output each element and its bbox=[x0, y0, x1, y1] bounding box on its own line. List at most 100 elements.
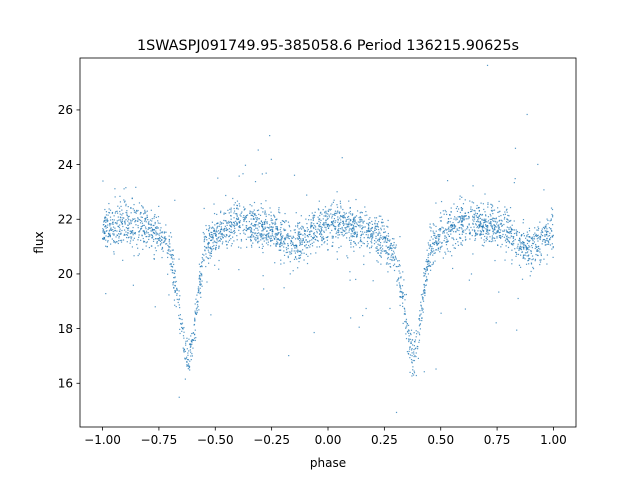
scatter-point bbox=[216, 239, 218, 241]
scatter-point bbox=[444, 209, 446, 212]
scatter-point bbox=[342, 222, 344, 224]
scatter-point bbox=[266, 235, 268, 237]
scatter-point bbox=[141, 222, 144, 224]
scatter-point bbox=[461, 209, 463, 211]
scatter-point bbox=[526, 239, 528, 241]
scatter-point bbox=[551, 248, 553, 250]
scatter-point bbox=[298, 236, 300, 239]
scatter-point bbox=[149, 219, 152, 221]
scatter-point bbox=[391, 238, 394, 240]
scatter-point bbox=[527, 233, 529, 236]
scatter-point bbox=[211, 221, 213, 223]
scatter-point bbox=[123, 199, 125, 201]
scatter-point bbox=[327, 236, 329, 238]
scatter-point bbox=[190, 340, 192, 342]
scatter-point bbox=[423, 283, 425, 286]
scatter-point bbox=[165, 224, 167, 226]
scatter-point bbox=[497, 231, 499, 233]
scatter-point bbox=[342, 216, 344, 218]
scatter-point bbox=[314, 211, 316, 213]
scatter-point bbox=[442, 230, 444, 233]
scatter-point bbox=[387, 239, 389, 242]
scatter-point bbox=[412, 366, 414, 368]
scatter-point bbox=[496, 235, 498, 238]
scatter-point bbox=[250, 218, 252, 220]
scatter-point bbox=[491, 204, 493, 206]
scatter-point bbox=[315, 252, 317, 254]
scatter-point bbox=[474, 230, 476, 233]
scatter-point bbox=[472, 223, 474, 225]
scatter-point bbox=[323, 237, 325, 240]
scatter-point bbox=[519, 266, 522, 268]
scatter-point bbox=[221, 222, 223, 224]
scatter-point bbox=[446, 222, 448, 224]
scatter-point bbox=[422, 297, 424, 299]
scatter-point bbox=[411, 361, 413, 363]
scatter-point bbox=[232, 236, 234, 238]
scatter-point bbox=[379, 254, 381, 257]
scatter-point bbox=[151, 218, 153, 220]
scatter-point bbox=[483, 239, 485, 241]
scatter-point bbox=[298, 233, 300, 236]
scatter-point bbox=[310, 227, 312, 229]
scatter-point bbox=[120, 220, 122, 222]
scatter-point bbox=[189, 360, 191, 362]
scatter-point bbox=[498, 215, 500, 218]
scatter-point bbox=[484, 224, 487, 226]
scatter-point bbox=[302, 239, 304, 241]
scatter-point bbox=[410, 329, 413, 331]
scatter-point bbox=[114, 229, 116, 232]
scatter-point bbox=[114, 230, 116, 232]
scatter-point bbox=[112, 221, 114, 224]
scatter-point bbox=[355, 198, 357, 201]
scatter-point bbox=[540, 234, 542, 236]
scatter-point bbox=[208, 227, 210, 230]
scatter-point bbox=[255, 220, 257, 223]
scatter-point bbox=[428, 260, 430, 262]
scatter-point bbox=[385, 250, 387, 252]
scatter-point bbox=[221, 234, 223, 236]
scatter-point bbox=[125, 227, 128, 229]
scatter-point bbox=[536, 246, 538, 249]
scatter-point bbox=[162, 250, 164, 252]
scatter-point bbox=[185, 344, 187, 346]
scatter-point bbox=[387, 271, 389, 273]
scatter-point bbox=[445, 229, 447, 231]
scatter-point bbox=[174, 269, 176, 271]
scatter-point bbox=[216, 213, 218, 216]
scatter-point bbox=[357, 221, 359, 223]
scatter-point bbox=[434, 234, 436, 236]
scatter-point bbox=[525, 246, 527, 248]
scatter-point bbox=[402, 305, 404, 308]
scatter-point bbox=[198, 289, 200, 291]
scatter-point bbox=[124, 200, 126, 202]
scatter-point bbox=[233, 240, 235, 242]
scatter-point bbox=[175, 305, 177, 308]
scatter-point bbox=[145, 211, 147, 213]
scatter-point bbox=[249, 210, 251, 212]
scatter-point bbox=[174, 291, 176, 294]
scatter-point bbox=[415, 330, 417, 332]
scatter-point bbox=[363, 243, 365, 245]
scatter-point bbox=[107, 235, 110, 238]
scatter-point bbox=[260, 239, 262, 241]
scatter-point bbox=[283, 254, 286, 256]
scatter-point bbox=[456, 229, 458, 231]
scatter-point bbox=[422, 300, 425, 302]
scatter-point bbox=[295, 212, 297, 214]
scatter-point bbox=[132, 208, 134, 210]
scatter-point bbox=[227, 222, 229, 224]
scatter-point bbox=[503, 218, 506, 220]
scatter-point bbox=[276, 226, 278, 228]
scatter-point bbox=[239, 233, 241, 235]
scatter-point bbox=[482, 230, 485, 233]
scatter-point bbox=[199, 291, 202, 294]
scatter-point bbox=[281, 236, 283, 238]
scatter-point bbox=[387, 253, 389, 256]
scatter-point bbox=[316, 246, 318, 248]
scatter-point bbox=[485, 228, 487, 230]
scatter-point bbox=[243, 220, 245, 222]
scatter-point bbox=[290, 240, 292, 242]
scatter-point bbox=[271, 233, 273, 235]
scatter-point bbox=[545, 244, 547, 246]
